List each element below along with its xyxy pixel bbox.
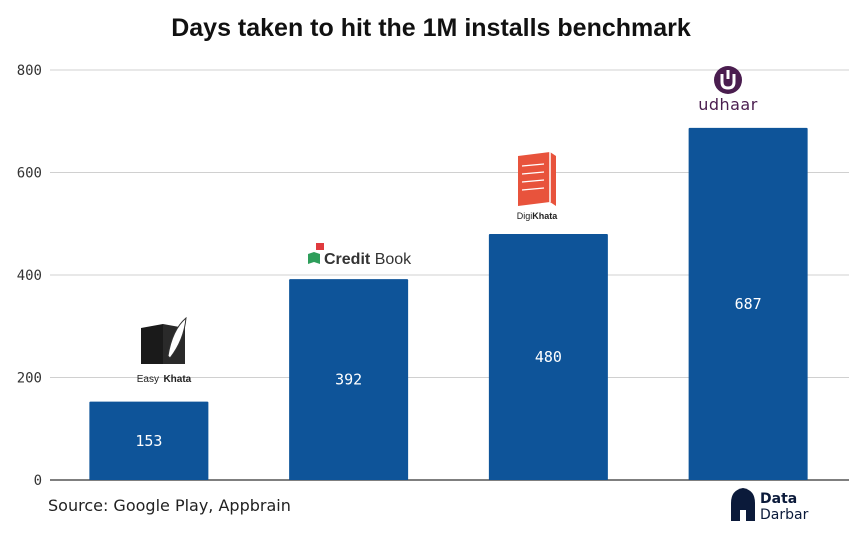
creditbook-book-icon: [308, 252, 320, 264]
data-darbar-logo: Data Darbar: [731, 488, 809, 523]
bar-easy-khata: [89, 401, 209, 480]
creditbook-logo: Credit Book: [308, 243, 412, 268]
y-tick-label: 600: [17, 166, 42, 182]
bar-value-label: 687: [735, 295, 762, 313]
udhaar-icon: [714, 66, 742, 94]
bar-value-label: 480: [535, 348, 562, 366]
svg-text:Data: Data: [760, 491, 797, 507]
creditbook-wordmark: Credit Book: [324, 251, 412, 268]
data-labels: 153 392 480 687: [135, 295, 761, 450]
y-axis: 0 200 400 600 800: [17, 63, 42, 489]
book-icon: [141, 324, 163, 364]
bar-creditbook: [289, 279, 409, 480]
bar-digikhata: [488, 234, 608, 480]
creditbook-flag-icon: [316, 243, 324, 250]
easy-khata-logo: Easy Khata: [137, 316, 192, 386]
udhaar-logo: udhaar: [698, 66, 758, 114]
easy-khata-wordmark: Easy Khata: [137, 369, 192, 386]
bar-value-label: 153: [135, 432, 162, 450]
source-note: Source: Google Play, Appbrain: [48, 496, 291, 515]
bar-udhaar: [688, 127, 808, 480]
bar-value-label: 392: [335, 371, 362, 389]
digikhata-logo: DigiKhata: [517, 152, 559, 221]
svg-text:Darbar: Darbar: [760, 507, 809, 523]
dome-icon: [731, 488, 755, 521]
y-tick-label: 400: [17, 268, 42, 284]
udhaar-wordmark: udhaar: [698, 95, 758, 114]
chart-title: Days taken to hit the 1M installs benchm…: [171, 14, 691, 42]
y-tick-label: 200: [17, 371, 42, 387]
y-tick-label: 0: [34, 473, 42, 489]
y-tick-label: 800: [17, 63, 42, 79]
quill-icon: [167, 316, 187, 359]
bars: [89, 127, 808, 480]
digikhata-wordmark: DigiKhata: [517, 211, 559, 221]
